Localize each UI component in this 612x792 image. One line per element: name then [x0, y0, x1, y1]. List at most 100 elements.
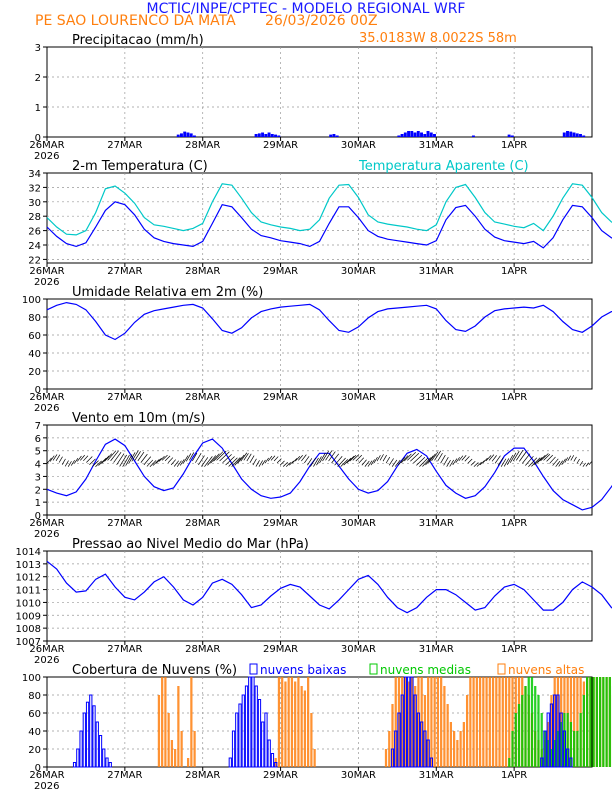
x-tick-label: 30MAR: [341, 392, 376, 403]
wind-arrow: [522, 453, 531, 464]
x-tick-label: 31MAR: [419, 392, 454, 403]
cloud-bar-nuvens-altas: [190, 677, 193, 767]
wind-arrow: [337, 457, 346, 467]
x-year-label: 2026: [34, 655, 59, 666]
y-tick-label: 1012: [16, 573, 41, 584]
wind-arrow: [201, 457, 209, 467]
wind-arrow: [67, 461, 72, 467]
wind-arrow: [134, 451, 141, 461]
wind-arrow: [397, 457, 406, 466]
precip-bar: [400, 134, 404, 137]
x-tick-label: 29MAR: [263, 392, 298, 403]
cloud-bar-nuvens-medias: [514, 713, 517, 767]
cloud-bar-nuvens-altas: [287, 677, 290, 767]
precip-bar: [180, 133, 183, 137]
header-title: MCTIC/INPE/CPTEC - MODELO REGIONAL WRF: [147, 1, 466, 17]
panel-title: Cobertura de Nuvens (%): [72, 663, 237, 678]
wind-arrow: [367, 460, 373, 467]
precip-bar: [569, 131, 573, 137]
wind-arrow: [525, 455, 534, 466]
wind-arrow: [207, 455, 217, 466]
cloud-bar-nuvens-altas: [446, 704, 449, 767]
x-tick-label: 28MAR: [185, 644, 220, 655]
y-tick-label: 2: [35, 73, 41, 84]
y-tick-label: 7: [35, 421, 41, 432]
x-tick-label: 31MAR: [419, 140, 454, 151]
x-tick-label: 30MAR: [341, 140, 376, 151]
wind-arrow: [340, 459, 349, 467]
y-tick-label: 40: [28, 727, 41, 738]
cloud-bar-nuvens-altas: [174, 749, 177, 767]
cloud-bar-nuvens-baixas: [76, 748, 80, 768]
wind-arrow: [116, 453, 125, 465]
y-tick-label: 2: [35, 485, 41, 496]
x-tick-label: 28MAR: [185, 266, 220, 277]
y-tick-label: 1: [35, 498, 41, 509]
cloud-bar-nuvens-altas: [511, 677, 514, 767]
chart-panel-6: 0 20 40 60 80 100 26MAR 27MAR 28MAR 29MAR 30MAR 31M…: [22, 663, 612, 792]
cloud-bar-nuvens-altas: [303, 690, 307, 767]
wind-arrow: [464, 456, 470, 462]
cloud-bar-nuvens-altas: [504, 677, 508, 767]
chart-panel-3: 0 20 40 60 80 100 26MAR 27MAR 28MAR 29MAR 30MAR 31M…: [22, 285, 612, 414]
wind-arrow: [461, 455, 467, 461]
wind-arrow: [549, 456, 556, 464]
wind-arrow: [125, 454, 133, 466]
series-line-umidade-relativa-: [46, 301, 612, 341]
x-tick-label: 28MAR: [185, 770, 220, 781]
cloud-bar-nuvens-baixas: [98, 735, 103, 768]
precip-bar: [277, 135, 281, 137]
x-tick-label: 28MAR: [185, 518, 220, 529]
cloud-bar-nuvens-baixas: [420, 721, 424, 768]
precip-bar: [471, 135, 475, 137]
wind-arrow: [543, 454, 551, 461]
cloud-bar-nuvens-altas: [170, 740, 174, 767]
cloud-bar-nuvens-baixas: [267, 739, 271, 768]
cloud-bar-nuvens-baixas: [270, 753, 275, 768]
cloud-bar-nuvens-altas: [404, 677, 407, 767]
x-tick-label: 29MAR: [263, 140, 298, 151]
precip-bar: [274, 134, 278, 137]
cloud-bar-nuvens-medias: [547, 740, 550, 767]
wind-arrow: [404, 453, 412, 462]
wind-arrow: [298, 455, 303, 461]
wind-arrow: [273, 456, 279, 462]
x-tick-label: 31MAR: [419, 770, 454, 781]
cloud-bar-nuvens-altas: [391, 704, 394, 767]
x-year-label: 2026: [34, 403, 59, 414]
cloud-bar-nuvens-baixas: [566, 748, 570, 768]
cloud-bar-nuvens-medias: [521, 695, 524, 767]
cloud-bar-nuvens-altas: [462, 722, 465, 767]
precip-bar: [192, 135, 196, 137]
wind-arrow: [428, 453, 436, 464]
cloud-bar-nuvens-altas: [401, 677, 404, 767]
cloud-bar-nuvens-baixas: [410, 676, 414, 768]
cloud-bar-nuvens-altas: [576, 677, 579, 767]
wind-arrow: [92, 460, 99, 467]
wind-arrow: [331, 453, 340, 464]
x-tick-label: 1APR: [501, 140, 527, 151]
cloud-bar-nuvens-altas: [384, 749, 388, 767]
wind-arrow: [531, 457, 541, 467]
cloud-bar-nuvens-medias: [540, 713, 543, 767]
precip-bar: [429, 132, 433, 137]
y-tick-label: 4: [35, 460, 41, 471]
wind-arrow: [482, 457, 488, 463]
cloud-bar-nuvens-baixas: [553, 694, 557, 768]
panel-title: 2-m Temperatura (C): [72, 159, 208, 174]
wind-arrow: [228, 457, 238, 467]
plot-frame: [46, 298, 593, 390]
x-tick-label: 26MAR: [29, 392, 64, 403]
cloud-bar-nuvens-altas: [313, 749, 316, 767]
wind-arrow: [152, 459, 160, 466]
cloud-bar-nuvens-altas: [388, 731, 391, 767]
x-tick-label: 30MAR: [341, 518, 376, 529]
wind-arrow: [61, 458, 66, 465]
y-tick-label: 1010: [16, 598, 41, 609]
cloud-bar-nuvens-baixas: [559, 712, 563, 768]
cloud-bar-nuvens-baixas: [102, 748, 106, 768]
x-tick-label: 27MAR: [107, 518, 142, 529]
x-tick-label: 28MAR: [185, 392, 220, 403]
cloud-bar-nuvens-baixas: [248, 676, 252, 768]
cloud-bar-nuvens-altas: [478, 677, 482, 767]
